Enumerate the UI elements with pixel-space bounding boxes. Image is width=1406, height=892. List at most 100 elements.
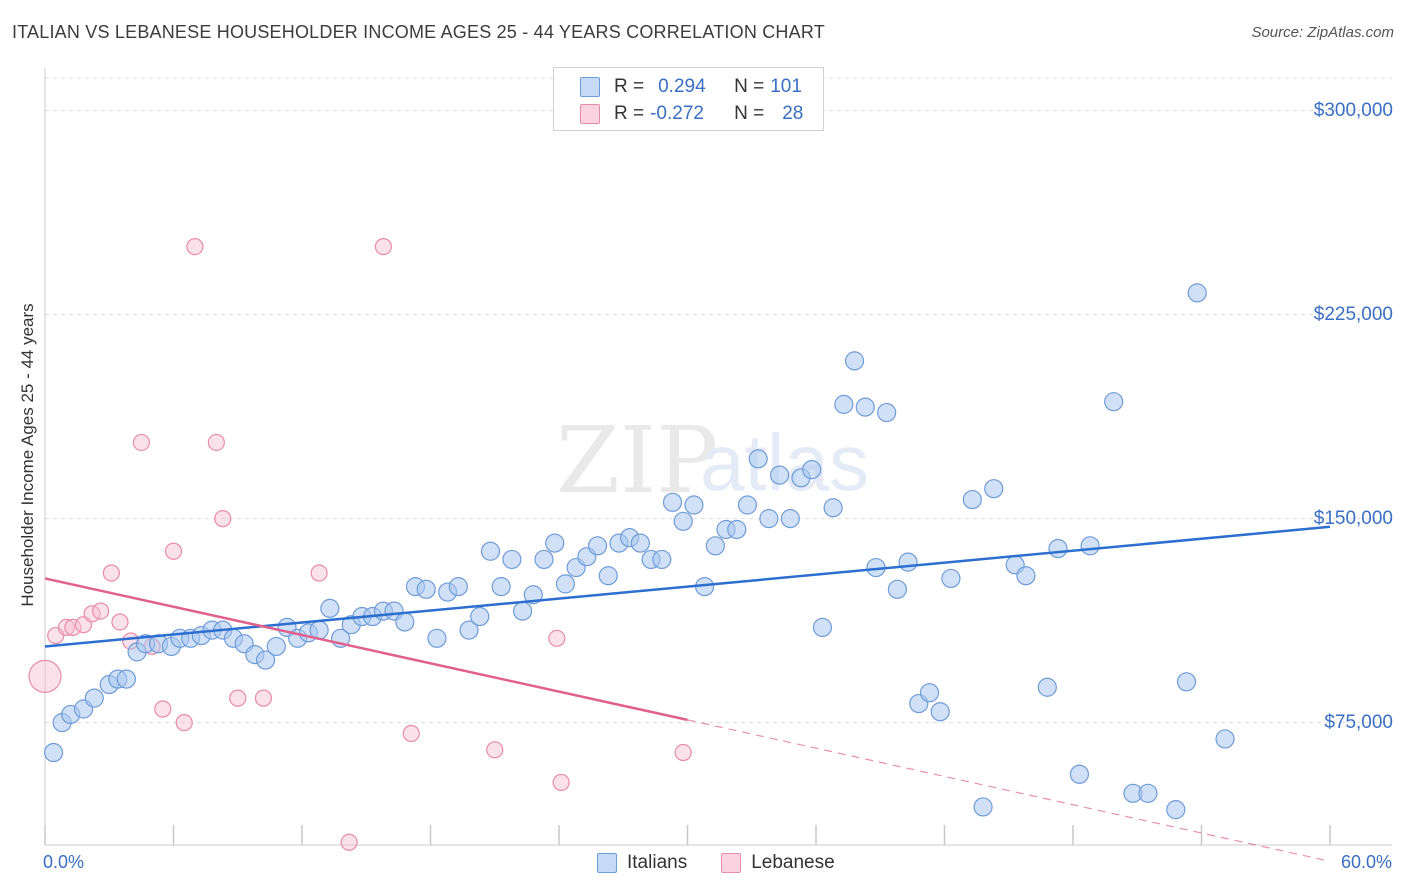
y-tick-label: $75,000: [1324, 711, 1393, 733]
italians-point: [759, 509, 779, 529]
italians-point: [1048, 538, 1068, 559]
italians-point: [512, 601, 533, 621]
italians-point: [919, 683, 940, 703]
italians-point: [684, 495, 704, 515]
italians-point: [962, 489, 982, 510]
axes: [44, 68, 1392, 846]
lebanese-point: [374, 238, 392, 256]
italians-point: [448, 577, 468, 597]
lebanese-point: [175, 714, 193, 732]
italians-point: [470, 606, 490, 627]
lebanese-point: [92, 602, 110, 620]
italians-point: [973, 797, 993, 817]
series-legend: Italians Lebanese: [597, 852, 835, 874]
italians-point: [673, 511, 693, 531]
chart-title: ITALIAN VS LEBANESE HOUSEHOLDER INCOME A…: [12, 22, 825, 42]
italians-point: [320, 598, 340, 618]
lebanese-point: [229, 689, 247, 707]
lebanese-point: [132, 433, 150, 452]
italians-point: [43, 742, 64, 763]
italians-point: [941, 568, 961, 589]
italians-swatch: [580, 77, 600, 97]
italians-point: [855, 397, 875, 417]
lebanese-point: [214, 510, 232, 528]
lebanese-point: [340, 833, 358, 851]
correlation-legend: R = 0.294 N = 101 R = -0.272 N = 28: [553, 67, 824, 131]
italians-point: [705, 536, 725, 556]
italians-point: [984, 479, 1004, 499]
trend-lines: [44, 525, 1331, 862]
italians-point: [812, 617, 833, 638]
italians-point: [823, 498, 843, 518]
italians-point: [555, 574, 576, 594]
italians-point: [834, 394, 854, 414]
lebanese-point: [207, 433, 225, 452]
italians-point: [662, 492, 683, 512]
legend-n-label: N =: [734, 76, 765, 97]
italians-point: [459, 620, 479, 640]
lebanese-point: [164, 542, 183, 560]
watermark-atlas: atlas: [700, 418, 869, 507]
italians-point: [802, 460, 822, 480]
italians-point: [587, 536, 608, 556]
lebanese-point: [254, 689, 273, 707]
italians-point: [1080, 536, 1100, 556]
lebanese-point: [154, 700, 172, 718]
italians-point: [502, 549, 522, 570]
italians-point: [1104, 392, 1124, 412]
italians-point: [545, 533, 565, 553]
legend-r-label: R =: [614, 76, 645, 97]
source-label: Source: ZipAtlas.com: [1251, 24, 1394, 41]
italians-point: [748, 449, 768, 469]
legend-n-value: 101: [770, 76, 802, 97]
italians-point: [930, 702, 950, 722]
italians-point: [727, 519, 747, 540]
italians-legend-swatch: [597, 853, 617, 873]
italians-point: [1138, 783, 1158, 803]
lebanese-point: [64, 618, 82, 637]
italians-point: [395, 612, 415, 632]
lebanese-legend-label: Lebanese: [751, 852, 835, 873]
italians-point: [480, 541, 501, 561]
italians-point: [1215, 729, 1235, 749]
lebanese-trend-extension: [687, 719, 1331, 862]
italians-point: [630, 533, 650, 553]
legend-row-italians: R = 0.294 N = 101: [580, 74, 802, 100]
lebanese-legend-swatch: [721, 853, 742, 873]
lebanese-points: [28, 238, 692, 851]
lebanese-point: [111, 613, 129, 631]
italians-point: [255, 650, 276, 670]
italians-point: [266, 636, 286, 657]
lebanese-trend-line: [44, 577, 688, 722]
lebanese-point: [486, 741, 504, 759]
legend-n-value: 28: [782, 103, 804, 124]
y-tick-label: $225,000: [1313, 303, 1393, 325]
italians-point: [769, 465, 790, 485]
italians-point: [780, 509, 800, 529]
italians-point: [427, 628, 447, 648]
italians-point: [491, 577, 511, 597]
gridlines: [45, 77, 1392, 724]
italians-point: [1187, 283, 1207, 303]
italians-legend-label: Italians: [627, 852, 688, 873]
legend-r-value: -0.272: [650, 103, 704, 124]
italians-point: [116, 669, 136, 689]
italians-point: [1069, 764, 1090, 784]
x-tick-label-min: 0.0%: [43, 852, 85, 872]
italians-point: [523, 585, 543, 605]
lebanese-point: [548, 629, 566, 647]
legend-row-lebanese: R = -0.272 N = 28: [580, 101, 803, 127]
italians-point: [534, 549, 554, 570]
legend-r-value: 0.294: [658, 76, 706, 97]
italians-point: [1037, 677, 1057, 697]
legend-n-label: N =: [734, 103, 765, 124]
italians-point: [1016, 566, 1036, 586]
italians-point: [598, 566, 618, 586]
italians-point: [652, 549, 672, 570]
lebanese-point: [28, 659, 62, 693]
italians-point: [887, 579, 907, 599]
italians-point: [844, 351, 865, 371]
watermark: ZIP atlas: [556, 407, 869, 514]
italians-point: [877, 402, 897, 423]
